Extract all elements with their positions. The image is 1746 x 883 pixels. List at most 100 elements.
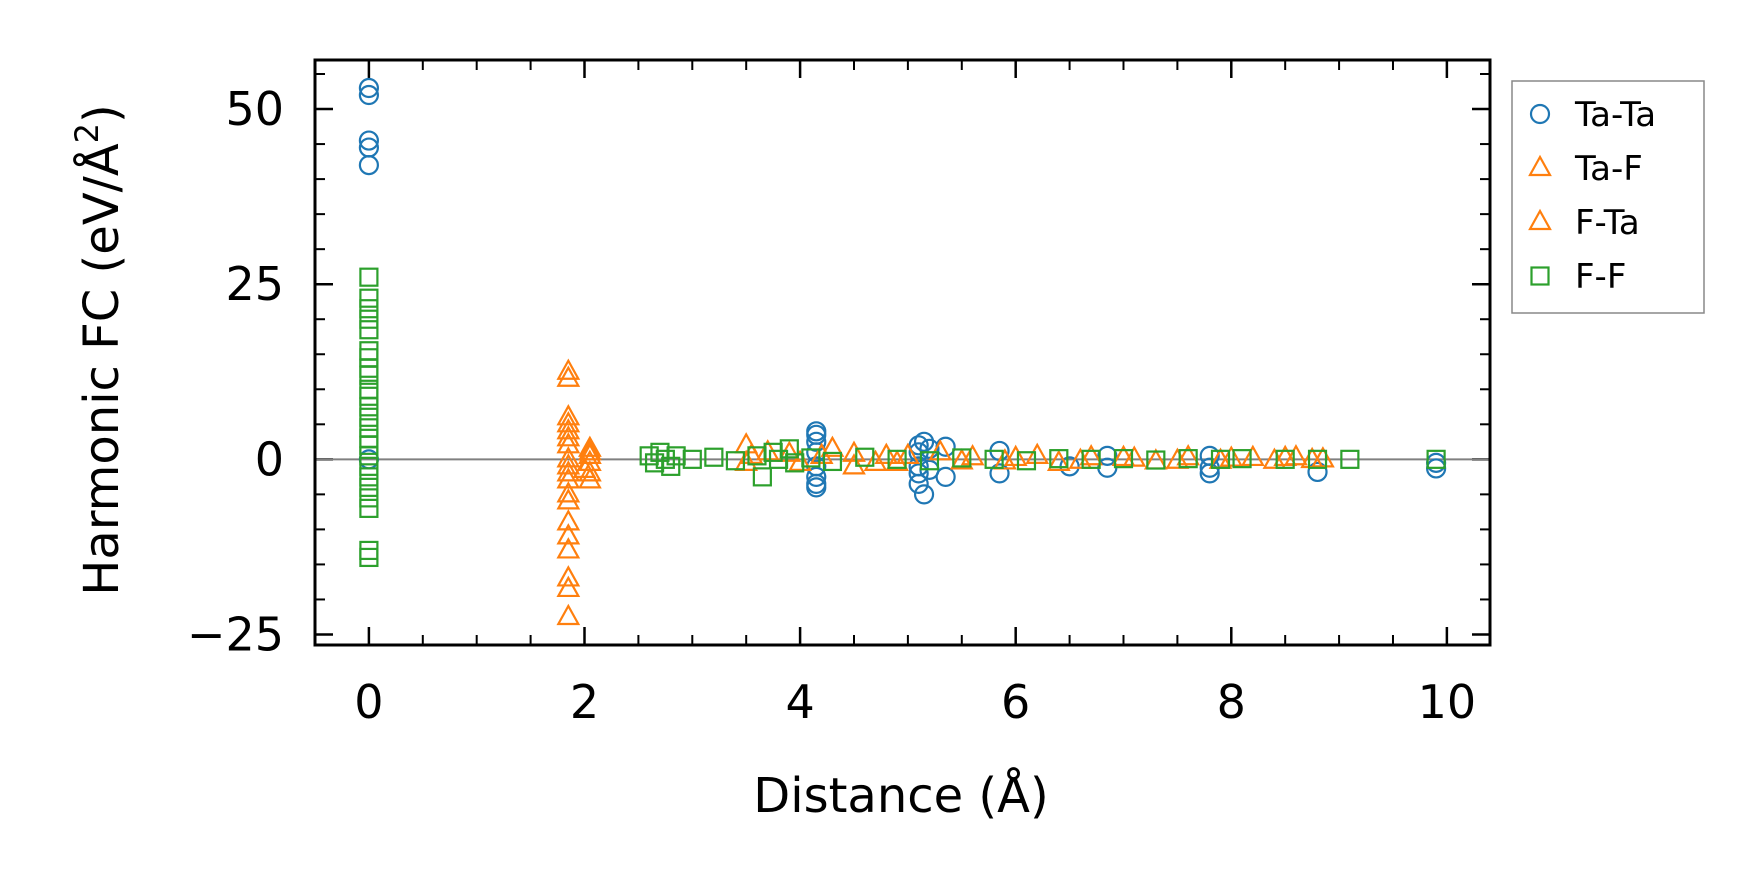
y-tick-label: 50 [225, 82, 284, 136]
x-tick-label: 8 [1217, 675, 1246, 729]
data-point-ta-ta [358, 84, 379, 106]
data-point-f-ta [739, 442, 764, 464]
legend-marker-f-ta [1528, 208, 1552, 231]
data-point-f-f [1113, 449, 1134, 469]
legend-label-ta-f: Ta-F [1574, 149, 1643, 189]
data-point-ta-f [788, 449, 812, 471]
data-point-ta-f [556, 537, 581, 559]
data-point-f-f [359, 386, 379, 406]
x-tick-label: 0 [354, 675, 383, 729]
data-point-f-f [752, 467, 772, 487]
data-point-ta-ta [358, 154, 379, 176]
data-point-f-f [359, 446, 379, 466]
data-point-f-f [1426, 449, 1446, 469]
data-point-f-f [359, 435, 379, 455]
data-point-f-f [725, 451, 746, 471]
data-point-ta-f [1079, 443, 1104, 466]
data-point-f-f [359, 477, 379, 497]
data-point-f-ta [1003, 444, 1028, 467]
data-point-ta-f [556, 453, 581, 475]
data-point-f-ta [1165, 447, 1190, 469]
data-point-f-ta [572, 456, 597, 478]
data-point-f-f [704, 447, 724, 467]
data-point-ta-f [556, 365, 581, 387]
data-point-ta-f [842, 453, 866, 475]
data-point-ta-f [556, 432, 581, 454]
data-point-ta-f [556, 603, 581, 626]
data-point-f-f [1016, 451, 1037, 471]
data-point-ta-ta [935, 466, 956, 487]
legend-label-f-f: F-F [1575, 257, 1626, 297]
data-point-f-f [919, 451, 940, 471]
legend-marker-f-f [1530, 266, 1550, 286]
x-tick-label: 6 [1001, 675, 1030, 729]
data-point-ta-f [928, 439, 953, 461]
x-tick-label: 4 [785, 675, 814, 729]
legend-frame [1511, 80, 1705, 314]
data-point-f-ta [578, 439, 602, 461]
data-point-ta-ta [908, 463, 929, 484]
y-tick-labels: −25 0 25 50 [187, 82, 284, 661]
data-point-f-ta [556, 446, 581, 468]
data-point-f-f [359, 397, 379, 417]
data-point-ta-f [556, 467, 581, 489]
data-point-ta-ta [919, 438, 940, 459]
data-point-f-f [359, 320, 379, 340]
y-tick-label: 25 [225, 257, 284, 311]
data-point-ta-ta [908, 473, 929, 494]
data-point-ta-f [556, 411, 581, 433]
data-point-f-f [359, 348, 379, 368]
data-point-f-f [359, 407, 379, 427]
data-point-f-ta [1068, 447, 1093, 469]
data-point-f-f [359, 498, 379, 518]
data-point-f-f [855, 447, 875, 467]
legend-marker-ta-ta [1529, 103, 1551, 125]
data-point-ta-ta [806, 466, 827, 487]
data-point-f-f [1081, 449, 1101, 469]
x-tick-label: 10 [1418, 675, 1477, 729]
data-point-f-f [1275, 449, 1295, 469]
data-point-f-f [661, 456, 681, 476]
data-point-ta-ta [1307, 461, 1328, 483]
data-point-ta-f [556, 575, 581, 598]
data-point-f-f [801, 448, 821, 468]
data-point-ta-ta [913, 484, 935, 505]
data-point-ta-f [556, 358, 581, 380]
data-point-f-f [359, 547, 379, 568]
data-point-f-f [779, 439, 799, 459]
data-point-ta-f [578, 460, 602, 482]
data-point-f-ta [556, 425, 581, 447]
data-point-f-f [359, 456, 379, 476]
legend-label-ta-ta: Ta-Ta [1574, 95, 1656, 135]
data-point-ta-ta [913, 431, 935, 452]
legend-marker-ta-f [1528, 154, 1552, 177]
data-point-f-f [1340, 449, 1360, 469]
data-point-ta-ta [908, 435, 929, 456]
data-point-ta-ta [358, 130, 379, 151]
data-point-f-ta [1219, 445, 1244, 467]
data-point-f-f [1232, 449, 1252, 469]
data-point-ta-f [842, 440, 866, 462]
y-tick-label: 0 [255, 432, 284, 486]
data-point-ta-f [556, 418, 581, 440]
data-point-f-f [359, 428, 379, 448]
x-axis-label: Distance (Å) [753, 767, 1048, 824]
data-point-ta-f [1025, 442, 1050, 464]
data-point-ta-f [556, 488, 581, 510]
data-point-f-f [359, 540, 379, 561]
data-point-f-f [359, 341, 379, 361]
data-point-ta-ta [806, 477, 827, 498]
data-point-ta-f [556, 523, 581, 545]
data-point-f-ta [863, 449, 888, 471]
data-point-f-f [359, 288, 379, 308]
data-point-f-f [359, 358, 379, 378]
data-point-f-ta [896, 442, 920, 464]
legend: Ta-Ta Ta-F F-Ta F-F [1511, 80, 1705, 314]
data-point-ta-ta [989, 463, 1010, 484]
data-point-f-f [1146, 450, 1166, 470]
data-point-f-ta [949, 448, 974, 470]
data-point-f-f [359, 488, 379, 508]
data-point-f-ta [556, 460, 581, 482]
data-point-f-f [822, 451, 843, 472]
data-point-f-f [1307, 449, 1328, 469]
